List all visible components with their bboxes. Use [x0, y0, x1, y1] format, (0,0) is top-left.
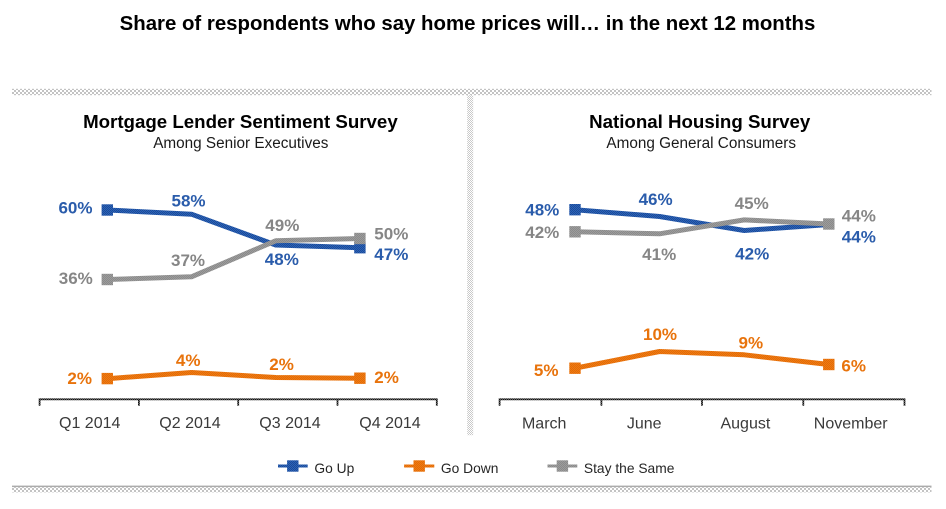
svg-text:5%: 5%: [534, 361, 559, 380]
svg-text:2%: 2%: [67, 369, 92, 388]
svg-text:Q4 2014: Q4 2014: [359, 415, 420, 432]
svg-text:Share of respondents who say h: Share of respondents who say home prices…: [120, 13, 816, 35]
svg-text:41%: 41%: [642, 245, 676, 264]
svg-text:60%: 60%: [58, 199, 92, 218]
svg-text:45%: 45%: [735, 194, 769, 213]
svg-text:Go Down: Go Down: [441, 461, 499, 476]
svg-text:46%: 46%: [639, 190, 673, 209]
svg-text:49%: 49%: [265, 216, 299, 235]
svg-text:June: June: [627, 416, 662, 433]
svg-text:42%: 42%: [735, 244, 769, 263]
svg-text:44%: 44%: [842, 206, 876, 225]
svg-text:Mortgage Lender Sentiment Surv: Mortgage Lender Sentiment Survey: [83, 111, 398, 132]
svg-text:9%: 9%: [739, 333, 764, 352]
svg-text:Q3 2014: Q3 2014: [259, 415, 320, 432]
svg-text:Q1 2014: Q1 2014: [59, 415, 120, 432]
svg-text:Among General Consumers: Among General Consumers: [606, 135, 796, 152]
svg-text:November: November: [814, 416, 888, 433]
svg-text:August: August: [720, 416, 770, 433]
svg-text:36%: 36%: [59, 269, 93, 288]
svg-text:2%: 2%: [269, 355, 294, 374]
svg-text:37%: 37%: [171, 251, 205, 270]
svg-text:6%: 6%: [841, 357, 866, 376]
svg-text:48%: 48%: [265, 250, 299, 269]
svg-text:58%: 58%: [171, 192, 205, 211]
svg-text:50%: 50%: [374, 224, 408, 243]
svg-text:4%: 4%: [176, 351, 201, 370]
svg-text:Q2 2014: Q2 2014: [159, 415, 220, 432]
svg-text:2%: 2%: [374, 368, 399, 387]
svg-text:National Housing Survey: National Housing Survey: [589, 111, 811, 132]
svg-text:Go Up: Go Up: [314, 461, 354, 476]
svg-text:44%: 44%: [842, 228, 876, 247]
svg-text:Stay the Same: Stay the Same: [584, 461, 675, 476]
svg-text:48%: 48%: [525, 201, 559, 220]
svg-text:10%: 10%: [643, 325, 677, 344]
svg-text:47%: 47%: [374, 245, 408, 264]
svg-text:42%: 42%: [525, 223, 559, 242]
svg-text:Among Senior Executives: Among Senior Executives: [153, 135, 329, 152]
svg-text:March: March: [522, 416, 566, 433]
